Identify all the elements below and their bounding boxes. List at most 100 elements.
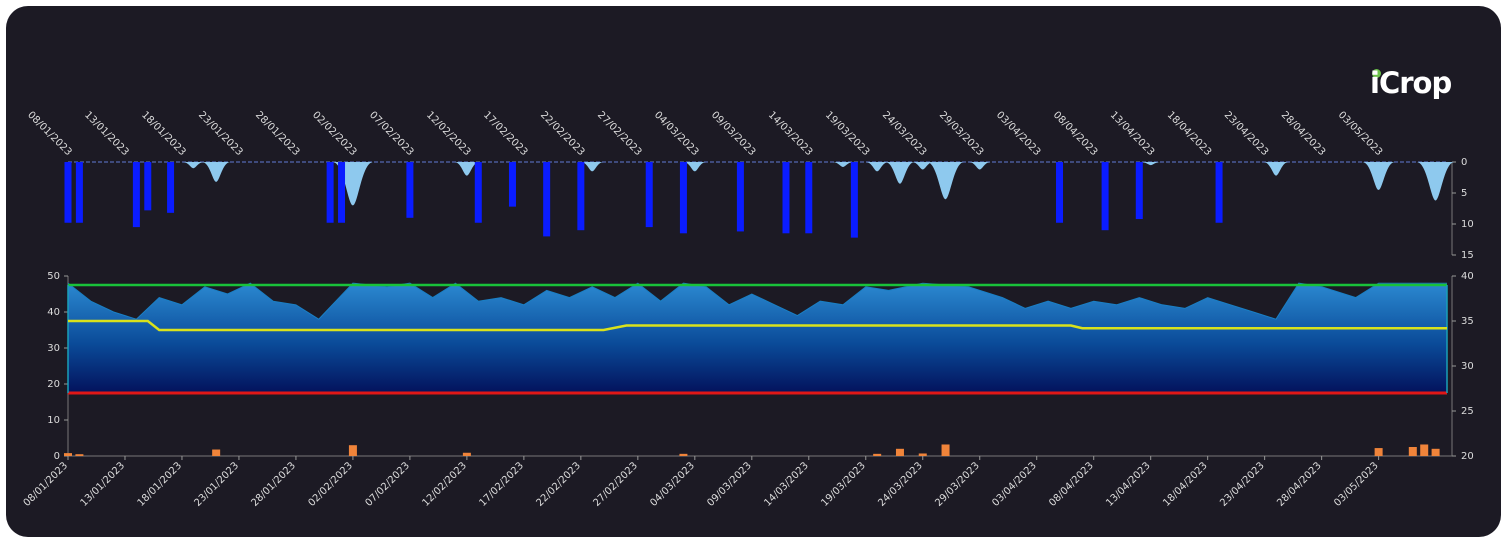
orange-bar <box>1374 448 1383 456</box>
irrigation-bar <box>736 162 744 232</box>
x-tick-label-top: 23/04/2023 <box>1222 110 1271 159</box>
precip-area <box>202 162 231 182</box>
x-tick-label-top: 08/01/2023 <box>25 110 74 159</box>
precip-area <box>865 162 889 172</box>
precip-area <box>182 162 204 169</box>
irrigation-bar <box>782 162 790 234</box>
brand-logo: iCrop <box>1370 66 1452 100</box>
x-tick-label-bottom: 28/04/2023 <box>1275 460 1324 509</box>
irrigation-bar <box>75 162 83 223</box>
precip-area <box>454 162 480 176</box>
orange-bar <box>941 444 950 456</box>
orange-bar <box>1420 444 1429 456</box>
irrigation-bar <box>406 162 414 218</box>
orange-bar <box>64 453 72 456</box>
soil-moisture-panel: 0 10 20 30 40 50 20 25 30 35 40 08/01/2023 13/01/202… <box>22 271 1474 509</box>
irrigation-bar <box>1101 162 1109 231</box>
orange-bar <box>1408 447 1417 456</box>
x-tick-label-top: 18/01/2023 <box>139 110 188 159</box>
x-tick-label-bottom: 17/02/2023 <box>477 460 526 509</box>
orange-bar <box>679 453 688 456</box>
x-tick-label-bottom: 28/01/2023 <box>250 460 299 509</box>
precip-area <box>968 162 991 170</box>
x-tick-label-top: 02/02/2023 <box>310 110 359 159</box>
y-tick-label-right: 30 <box>1461 361 1474 372</box>
logo-leaf-icon <box>1372 69 1381 78</box>
y-tick-label: 5 <box>1461 188 1467 199</box>
y-tick-label-left: 10 <box>47 415 60 426</box>
x-tick-label-top: 07/02/2023 <box>367 110 416 159</box>
precip-area <box>832 162 854 167</box>
precip-area <box>1416 162 1455 201</box>
x-tick-label-bottom: 18/01/2023 <box>136 460 185 509</box>
y-tick-label: 0 <box>1461 157 1467 168</box>
orange-bar <box>918 453 927 456</box>
irrigation-bar <box>679 162 687 234</box>
y-tick-label-right: 20 <box>1461 451 1474 462</box>
x-tick-label-bottom: 03/05/2023 <box>1332 460 1381 509</box>
x-tick-label-bottom: 19/03/2023 <box>819 460 868 509</box>
x-tick-label-top: 17/02/2023 <box>481 110 530 159</box>
x-tick-label-bottom: 13/01/2023 <box>79 460 128 509</box>
irrigation-bar <box>508 162 516 207</box>
y-tick-label: 15 <box>1461 250 1474 261</box>
orange-bar <box>895 448 904 456</box>
precip-area <box>885 162 915 184</box>
irrigation-bar <box>167 162 175 213</box>
precip-area <box>683 162 707 172</box>
x-tick-label-top: 03/05/2023 <box>1336 110 1385 159</box>
precip-area <box>926 162 965 200</box>
x-tick-label-top: 03/04/2023 <box>994 110 1043 159</box>
x-tick-label-top: 29/03/2023 <box>937 110 986 159</box>
y-tick-label-left: 40 <box>47 307 60 318</box>
x-tick-label-bottom: 29/03/2023 <box>933 460 982 509</box>
precip-area <box>1263 162 1289 176</box>
x-tick-label-bottom: 08/01/2023 <box>22 460 71 509</box>
irrigation-bar <box>850 162 858 238</box>
x-tick-label-bottom: 18/04/2023 <box>1161 460 1210 509</box>
orange-bar <box>1431 448 1440 456</box>
y-tick-label-right: 25 <box>1461 406 1474 417</box>
irrigation-bar <box>577 162 585 231</box>
y-tick-label: 10 <box>1461 219 1474 230</box>
x-tick-label-top: 04/03/2023 <box>652 110 701 159</box>
orange-bar <box>348 445 357 456</box>
orange-bar <box>873 453 882 456</box>
irrigation-bar <box>144 162 152 211</box>
x-tick-label-bottom: 23/04/2023 <box>1218 460 1267 509</box>
x-tick-label-bottom: 12/02/2023 <box>420 460 469 509</box>
irrigation-bar <box>338 162 346 223</box>
x-tick-label-bottom: 14/03/2023 <box>762 460 811 509</box>
x-tick-label-bottom: 04/03/2023 <box>648 460 697 509</box>
irrigation-bar <box>543 162 551 237</box>
x-tick-label-top: 14/03/2023 <box>766 110 815 159</box>
precip-area <box>580 162 604 172</box>
x-tick-label-top: 28/04/2023 <box>1279 110 1328 159</box>
x-tick-label-top: 18/04/2023 <box>1165 110 1214 159</box>
x-tick-label-top: 27/02/2023 <box>595 110 644 159</box>
irrigation-bar <box>1135 162 1143 220</box>
x-tick-label-top: 22/02/2023 <box>538 110 587 159</box>
x-tick-label-top: 13/04/2023 <box>1108 110 1157 159</box>
orange-bar <box>212 449 221 456</box>
x-tick-label-bottom: 13/04/2023 <box>1104 460 1153 509</box>
irrigation-bar <box>1215 162 1223 223</box>
soil-moisture-gap <box>68 283 1447 320</box>
chart-card <box>6 6 1501 537</box>
y-tick-label-left: 50 <box>47 271 60 282</box>
orange-bar <box>75 454 84 456</box>
x-tick-label-top: 23/01/2023 <box>196 110 245 159</box>
y-tick-label-left: 30 <box>47 343 60 354</box>
irrigation-bar <box>326 162 334 223</box>
y-tick-label-right: 35 <box>1461 316 1474 327</box>
irrigation-bar <box>1056 162 1064 223</box>
y-tick-label-right: 40 <box>1461 271 1474 282</box>
x-tick-label-top: 08/04/2023 <box>1051 110 1100 159</box>
irrigation-bar <box>64 162 72 223</box>
x-tick-label-bottom: 23/01/2023 <box>193 460 242 509</box>
orange-bar <box>462 452 471 456</box>
x-tick-label-bottom: 02/02/2023 <box>307 460 356 509</box>
irrigation-bar <box>474 162 482 223</box>
